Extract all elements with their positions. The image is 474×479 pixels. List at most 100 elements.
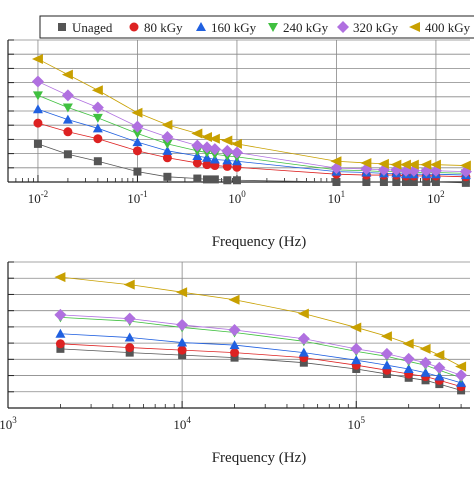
- series-line: [60, 343, 462, 387]
- data-point: [32, 104, 43, 114]
- data-point: [62, 103, 73, 113]
- data-point: [330, 156, 342, 167]
- data-point: [125, 343, 135, 353]
- x-tick-label: 10-1: [127, 189, 148, 206]
- data-point: [332, 178, 341, 186]
- data-point: [362, 178, 371, 186]
- data-point: [54, 272, 66, 283]
- data-point: [123, 312, 136, 325]
- data-point: [210, 175, 219, 184]
- data-point: [298, 347, 309, 357]
- data-point: [381, 360, 392, 370]
- series-unaged: [56, 344, 466, 395]
- data-point: [63, 127, 73, 137]
- data-point: [228, 294, 240, 305]
- data-point: [125, 348, 134, 357]
- series-line: [37, 81, 466, 173]
- data-point: [380, 347, 393, 360]
- data-point: [200, 131, 212, 142]
- series-400-kgy: [31, 54, 471, 171]
- legend-label: 240 kGy: [283, 20, 329, 35]
- series-line: [60, 314, 462, 376]
- legend-item: Unaged: [58, 20, 113, 35]
- data-point: [54, 308, 67, 321]
- legend-item: 400 kGy: [409, 20, 471, 35]
- data-point: [392, 178, 401, 186]
- data-point: [459, 160, 471, 171]
- data-point: [433, 350, 445, 361]
- legend-label: 80 kGy: [144, 20, 183, 35]
- data-point: [420, 159, 432, 170]
- x-tick-exponent: 1: [341, 189, 346, 199]
- data-point: [202, 175, 211, 184]
- series-80-kgy: [55, 339, 466, 392]
- x-tick-label: 10-2: [28, 189, 49, 206]
- data-point: [202, 160, 212, 170]
- x-axis-label: Frequency (Hz): [212, 234, 307, 250]
- series-400-kgy: [54, 272, 467, 372]
- data-point: [163, 172, 172, 181]
- data-point: [93, 134, 103, 144]
- x-tick-label: 103: [0, 415, 17, 432]
- legend: Unaged 80 kGy 160 kGy 240 kGy 320 kGy 400 kGy: [39, 15, 474, 39]
- data-point: [132, 129, 143, 139]
- legend-label: 160 kGy: [211, 20, 257, 35]
- legend-item: 320 kGy: [337, 20, 399, 35]
- data-point: [230, 353, 239, 362]
- data-point: [221, 135, 233, 146]
- data-point: [455, 369, 468, 382]
- x-tick-exponent: 5: [361, 415, 366, 425]
- legend-marker: [409, 22, 420, 32]
- x-tick-label: 105: [348, 415, 366, 432]
- data-point: [461, 178, 470, 187]
- data-point: [91, 85, 103, 96]
- data-point: [56, 344, 65, 353]
- data-point: [178, 351, 187, 360]
- x-tick-exponent: 3: [12, 415, 17, 425]
- data-point: [62, 114, 73, 124]
- data-point: [192, 158, 202, 168]
- x-tick-label: 104: [173, 415, 191, 432]
- data-point: [419, 356, 432, 369]
- chart-panel-2: 103 104 105 Frequency (Hz): [0, 261, 470, 466]
- data-point: [455, 361, 467, 372]
- data-point: [429, 159, 441, 170]
- data-point: [200, 141, 213, 154]
- data-point: [431, 178, 440, 186]
- data-point: [162, 153, 172, 163]
- legend-label: 320 kGy: [353, 20, 399, 35]
- data-point: [230, 348, 240, 358]
- data-point: [31, 75, 44, 88]
- data-point: [433, 361, 446, 374]
- data-point: [351, 355, 362, 365]
- data-point: [177, 345, 187, 355]
- data-point: [55, 339, 65, 349]
- data-point: [131, 107, 143, 118]
- data-point: [132, 146, 142, 156]
- data-point: [401, 178, 410, 186]
- data-point: [92, 113, 103, 123]
- data-point: [176, 287, 188, 298]
- data-point: [229, 340, 240, 350]
- data-point: [434, 371, 445, 381]
- data-point: [360, 157, 372, 168]
- data-point: [162, 139, 173, 149]
- legend-marker: [196, 22, 206, 31]
- legend-marker: [337, 21, 349, 33]
- data-point: [228, 323, 241, 336]
- data-point: [61, 89, 74, 102]
- data-point: [124, 332, 135, 342]
- legend-item: 80 kGy: [129, 20, 183, 35]
- data-point: [377, 158, 389, 169]
- data-point: [132, 137, 143, 147]
- data-point: [33, 139, 42, 148]
- data-point: [403, 363, 414, 373]
- legend-item: 160 kGy: [196, 20, 257, 35]
- data-point: [399, 159, 411, 170]
- data-point: [33, 118, 43, 128]
- data-point: [133, 167, 142, 176]
- x-tick-exponent: 2: [440, 189, 445, 199]
- series-160-kgy: [55, 328, 467, 387]
